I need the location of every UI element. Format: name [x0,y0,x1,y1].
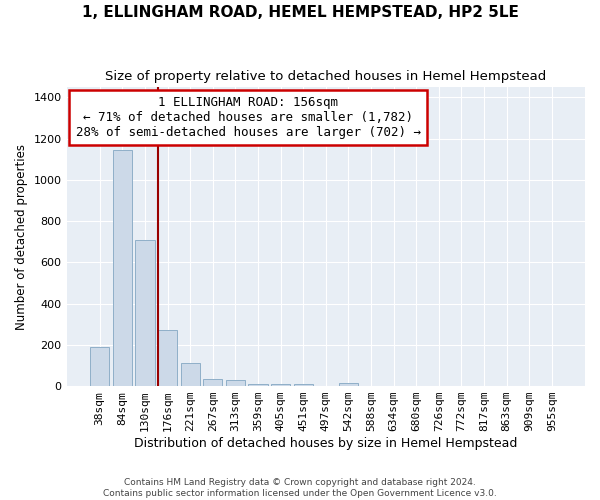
Bar [90,347,109,386]
Bar [293,384,313,386]
Bar [271,384,290,386]
Text: Contains HM Land Registry data © Crown copyright and database right 2024.
Contai: Contains HM Land Registry data © Crown c… [103,478,497,498]
Bar [158,330,177,386]
Y-axis label: Number of detached properties: Number of detached properties [15,144,28,330]
Bar [226,380,245,386]
Bar [203,379,223,386]
Bar [248,384,268,386]
Title: Size of property relative to detached houses in Hemel Hempstead: Size of property relative to detached ho… [105,70,547,83]
Bar [113,150,132,386]
Text: 1 ELLINGHAM ROAD: 156sqm
← 71% of detached houses are smaller (1,782)
28% of sem: 1 ELLINGHAM ROAD: 156sqm ← 71% of detach… [76,96,421,139]
Bar [136,240,155,386]
Bar [339,383,358,386]
Bar [181,364,200,386]
Text: 1, ELLINGHAM ROAD, HEMEL HEMPSTEAD, HP2 5LE: 1, ELLINGHAM ROAD, HEMEL HEMPSTEAD, HP2 … [82,5,518,20]
X-axis label: Distribution of detached houses by size in Hemel Hempstead: Distribution of detached houses by size … [134,437,517,450]
